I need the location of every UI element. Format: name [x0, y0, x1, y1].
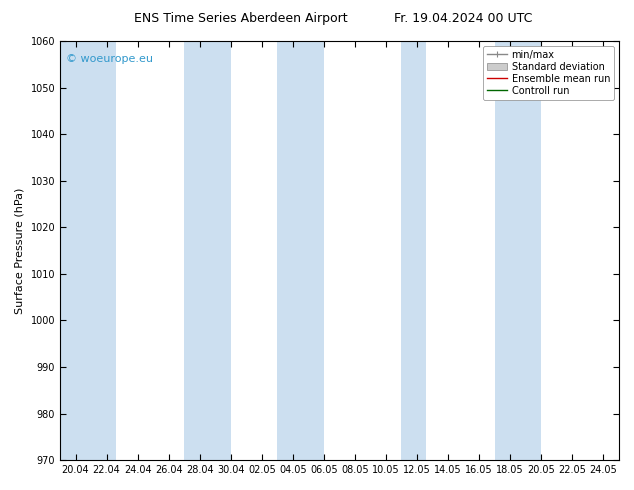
Text: © woeurope.eu: © woeurope.eu	[66, 53, 153, 64]
Bar	[277, 41, 324, 460]
Legend: min/max, Standard deviation, Ensemble mean run, Controll run: min/max, Standard deviation, Ensemble me…	[483, 46, 614, 99]
Text: ENS Time Series Aberdeen Airport: ENS Time Series Aberdeen Airport	[134, 12, 347, 25]
Bar	[60, 41, 116, 460]
Text: Fr. 19.04.2024 00 UTC: Fr. 19.04.2024 00 UTC	[394, 12, 532, 25]
Y-axis label: Surface Pressure (hPa): Surface Pressure (hPa)	[15, 187, 25, 314]
Bar	[401, 41, 426, 460]
Bar	[184, 41, 231, 460]
Bar	[495, 41, 541, 460]
